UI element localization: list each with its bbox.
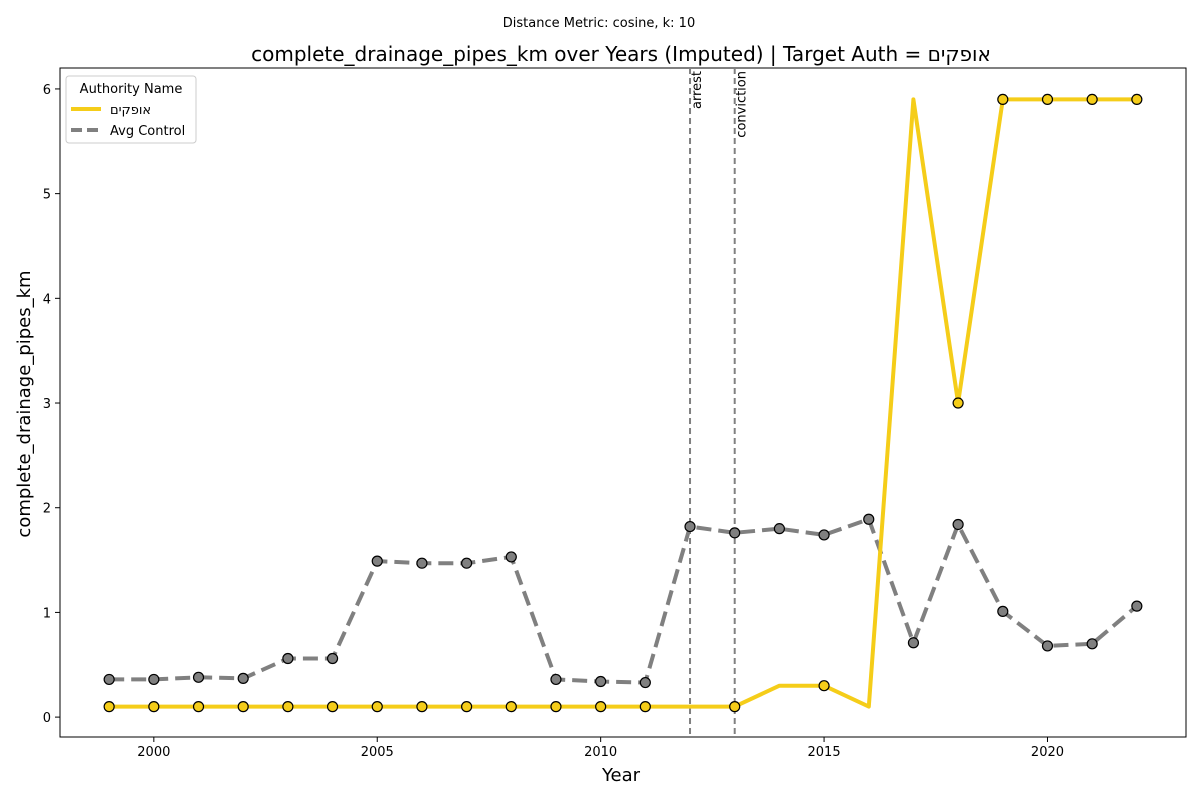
y-tick-label: 4	[43, 292, 51, 307]
data-point-target	[1086, 93, 1098, 106]
data-point-avg-control	[1131, 600, 1143, 612]
data-point-avg-control	[595, 675, 607, 688]
x-tick-label: 2015	[808, 745, 841, 760]
x-axis-label: Year	[601, 765, 641, 786]
data-point-avg-control	[907, 637, 920, 649]
data-point-avg-control	[818, 529, 830, 541]
data-point-target	[371, 701, 383, 713]
data-point-target	[729, 701, 741, 713]
data-point-avg-control	[148, 673, 160, 686]
data-point-target	[595, 701, 607, 713]
data-point-avg-control	[550, 673, 562, 686]
legend-title: Authority Name	[80, 82, 183, 97]
x-tick-label: 2005	[361, 745, 394, 760]
data-point-target	[237, 701, 249, 713]
data-point-target	[148, 701, 160, 713]
data-point-avg-control	[192, 671, 205, 683]
axis-ticks: 2000 2005 2010 2015 2020 0 1 2 3 4 5 6	[43, 83, 1064, 760]
legend-frame	[65, 75, 197, 144]
data-point-avg-control	[326, 652, 339, 665]
data-point-avg-control	[461, 557, 473, 569]
axes-frame	[59, 67, 1187, 738]
data-point-target	[461, 701, 473, 713]
x-tick-label: 2010	[584, 745, 617, 760]
annotation-label-arrest: arrest	[690, 71, 705, 109]
y-tick-label: 0	[43, 711, 51, 726]
y-tick-label: 3	[43, 397, 51, 412]
data-point-avg-control	[773, 523, 785, 535]
data-point-avg-control	[863, 513, 875, 525]
data-point-target	[282, 701, 294, 713]
data-point-target	[1041, 93, 1054, 106]
data-point-avg-control	[997, 605, 1009, 617]
plot-area: arrest conviction	[59, 67, 1187, 738]
chart-title: complete_drainage_pipes_km over Years (I…	[251, 42, 991, 66]
data-point-target	[1131, 93, 1143, 106]
data-point-avg-control	[103, 673, 115, 686]
data-point-target	[326, 701, 339, 713]
data-point-avg-control	[1086, 638, 1098, 650]
y-axis-label: complete_drainage_pipes_km	[14, 270, 35, 537]
data-point-avg-control	[505, 551, 517, 563]
data-point-target	[818, 680, 830, 692]
data-point-avg-control	[416, 557, 428, 569]
data-point-avg-control	[1041, 640, 1054, 652]
series-line-avg-control	[109, 517, 1139, 685]
legend-label-avg-control: Avg Control	[110, 124, 185, 139]
data-point-target	[192, 701, 205, 713]
data-point-avg-control	[952, 518, 964, 531]
data-point-avg-control	[639, 676, 651, 689]
data-point-avg-control	[729, 527, 741, 539]
data-point-avg-control	[371, 555, 383, 567]
data-point-target	[550, 701, 562, 713]
annotation-label-conviction: conviction	[735, 71, 750, 138]
data-point-target	[416, 701, 428, 713]
data-point-target	[639, 701, 651, 713]
data-point-target	[997, 93, 1009, 106]
data-point-target	[505, 701, 517, 713]
legend: Authority Name אופקים Avg Control	[65, 75, 197, 144]
y-tick-label: 1	[43, 606, 51, 621]
y-tick-label: 5	[43, 188, 51, 203]
data-point-avg-control	[684, 520, 696, 533]
data-point-avg-control	[237, 672, 249, 684]
data-point-target	[103, 701, 115, 713]
data-point-avg-control	[282, 652, 294, 665]
x-tick-label: 2020	[1031, 745, 1064, 760]
series-line-target	[109, 97, 1137, 709]
x-tick-label: 2000	[137, 745, 170, 760]
data-point-target	[952, 397, 964, 409]
y-tick-label: 6	[43, 83, 51, 98]
legend-label-target: אופקים	[110, 103, 151, 118]
figure-suptitle: Distance Metric: cosine, k: 10	[503, 16, 695, 31]
y-tick-label: 2	[43, 502, 51, 517]
